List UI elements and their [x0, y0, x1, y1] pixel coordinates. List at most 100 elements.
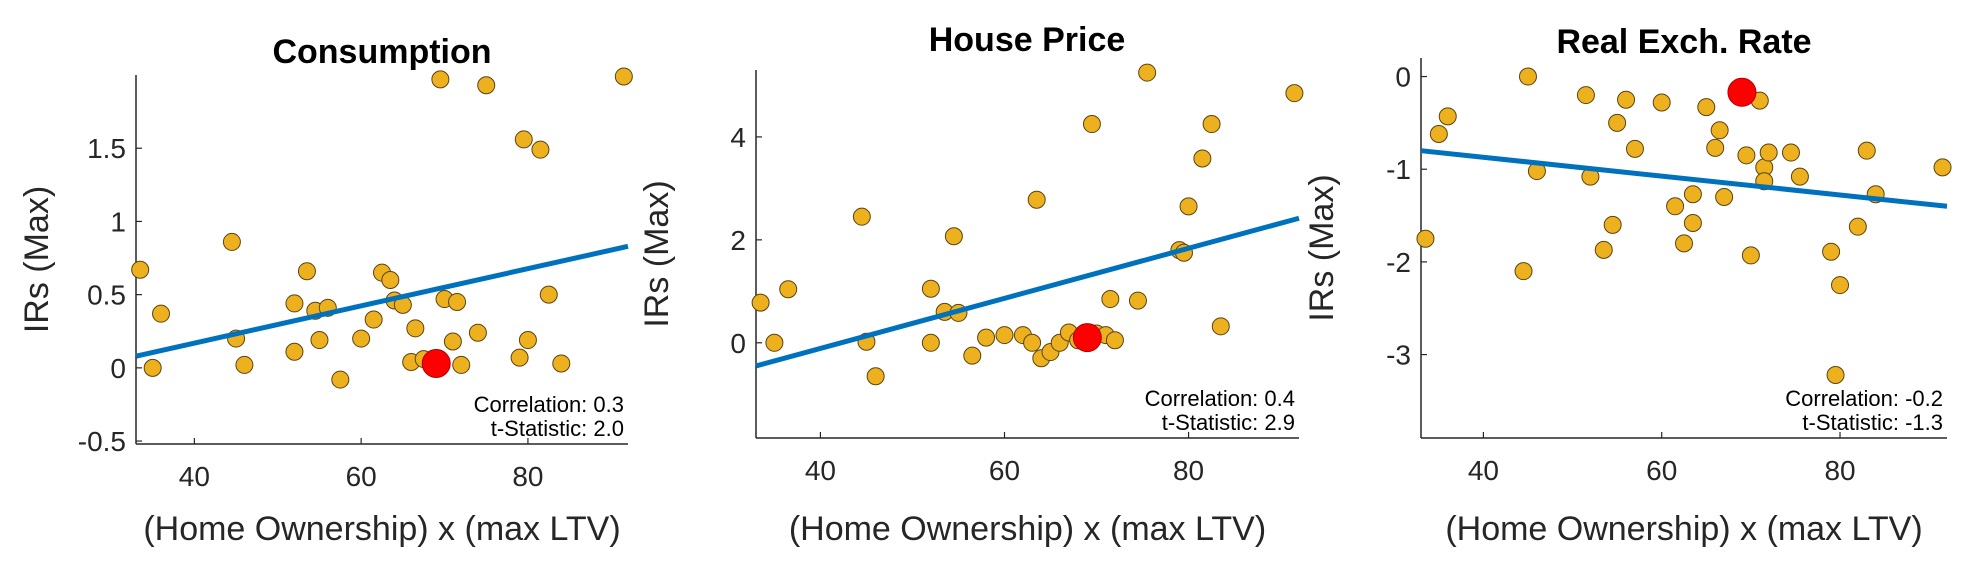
x-tick-label: 40: [179, 461, 210, 492]
data-point: [1933, 158, 1952, 177]
data-point: [1179, 197, 1198, 216]
data-point: [518, 331, 537, 350]
chart-title: Consumption: [272, 33, 491, 71]
data-point: [1105, 331, 1124, 350]
data-point: [552, 354, 571, 373]
data-point: [921, 333, 940, 352]
data-point: [235, 355, 254, 374]
data-point: [765, 333, 784, 352]
data-point: [143, 358, 162, 377]
data-point: [1781, 143, 1800, 162]
regression-line: [755, 215, 1300, 369]
x-axis-label: (Home Ownership) x (max LTV): [143, 510, 620, 548]
data-point: [1617, 90, 1636, 109]
data-point: [1518, 67, 1537, 86]
y-tick-label: -3: [1386, 340, 1411, 371]
data-point: [1138, 63, 1157, 82]
panel-2: 40 60 80 0 2 4 Correlation: 0.4t-Statistic: 2.…: [638, 21, 1304, 548]
data-point: [944, 227, 963, 246]
highlight-point: [1072, 323, 1102, 353]
data-point: [1202, 115, 1221, 134]
data-point: [1608, 113, 1627, 132]
data-point: [352, 329, 371, 348]
data-point: [443, 332, 462, 351]
data-point: [1625, 139, 1644, 158]
data-point: [852, 207, 871, 226]
data-point: [285, 342, 304, 361]
data-point: [1759, 143, 1778, 162]
data-point: [1857, 141, 1876, 160]
data-point: [1737, 146, 1756, 165]
data-point: [779, 280, 798, 299]
chart-title: House Price: [929, 21, 1126, 59]
x-tick-label: 80: [1824, 455, 1855, 486]
highlight-point: [1727, 77, 1757, 107]
y-tick-label: 0.5: [87, 280, 126, 311]
data-point: [751, 293, 770, 312]
y-tick-label: 0: [730, 328, 746, 359]
panel-1: 40 60 80 -0.5 0 0.5 1 1.5 Correlation: 0.3t-Stat…: [18, 33, 633, 548]
correlation-text: Correlation: 0.4: [1145, 386, 1295, 411]
data-point: [448, 292, 467, 311]
data-point: [1416, 229, 1435, 248]
y-tick-label: 1: [110, 206, 126, 237]
y-axis-label: IRs (Max): [18, 186, 56, 333]
x-tick-label: 80: [1173, 455, 1204, 486]
data-point: [131, 260, 150, 279]
y-tick-label: 0: [110, 353, 126, 384]
data-point: [1710, 121, 1729, 140]
data-point: [539, 285, 558, 304]
data-point: [431, 70, 450, 89]
x-axis-label: (Home Ownership) x (max LTV): [1445, 510, 1922, 548]
data-point: [531, 140, 550, 159]
data-point: [866, 367, 885, 386]
data-point: [152, 304, 171, 323]
data-point: [1027, 190, 1046, 209]
correlation-text: Correlation: 0.3: [474, 392, 624, 417]
data-point: [381, 271, 400, 289]
data-point: [1101, 290, 1120, 309]
panel-3: 40 60 80 -3 -2 -1 0 Correlation: -0.2t-Statisti…: [1303, 23, 1952, 548]
data-point: [1652, 93, 1671, 112]
data-point: [1826, 365, 1845, 384]
data-point: [285, 294, 304, 313]
x-tick-label: 60: [1646, 455, 1677, 486]
data-point: [331, 370, 350, 389]
data-point: [406, 319, 425, 338]
t-statistic-text: t-Statistic: 2.0: [491, 416, 624, 441]
data-point: [977, 328, 996, 347]
y-tick-label: 2: [730, 225, 746, 256]
data-point: [477, 76, 496, 95]
correlation-text: Correlation: -0.2: [1785, 386, 1943, 411]
t-statistic-text: t-Statistic: 2.9: [1162, 410, 1295, 435]
t-statistic-text: t-Statistic: -1.3: [1802, 410, 1943, 435]
y-tick-label: 0: [1395, 62, 1411, 93]
data-point: [1683, 185, 1702, 204]
data-point: [452, 355, 471, 374]
data-point: [1848, 217, 1867, 236]
data-point: [614, 67, 633, 86]
data-point: [1082, 115, 1101, 134]
y-tick-label: 1.5: [87, 133, 126, 164]
data-point: [222, 232, 241, 251]
data-point: [1438, 107, 1457, 126]
x-axis-label: (Home Ownership) x (max LTV): [789, 510, 1266, 548]
data-point: [1697, 98, 1716, 117]
data-point: [297, 262, 316, 281]
data-point: [1514, 262, 1533, 281]
x-tick-label: 80: [512, 461, 543, 492]
data-point: [1211, 317, 1230, 336]
data-point: [1683, 213, 1702, 232]
data-point: [1831, 276, 1850, 295]
regression-line: [1420, 148, 1948, 209]
data-point: [1128, 291, 1147, 310]
y-tick-label: -1: [1386, 154, 1411, 185]
data-point: [514, 130, 533, 149]
x-tick-label: 40: [1468, 455, 1499, 486]
y-axis-label: IRs (Max): [1303, 174, 1341, 321]
highlight-point: [421, 348, 451, 378]
data-point: [468, 323, 487, 342]
data-point: [995, 326, 1014, 345]
